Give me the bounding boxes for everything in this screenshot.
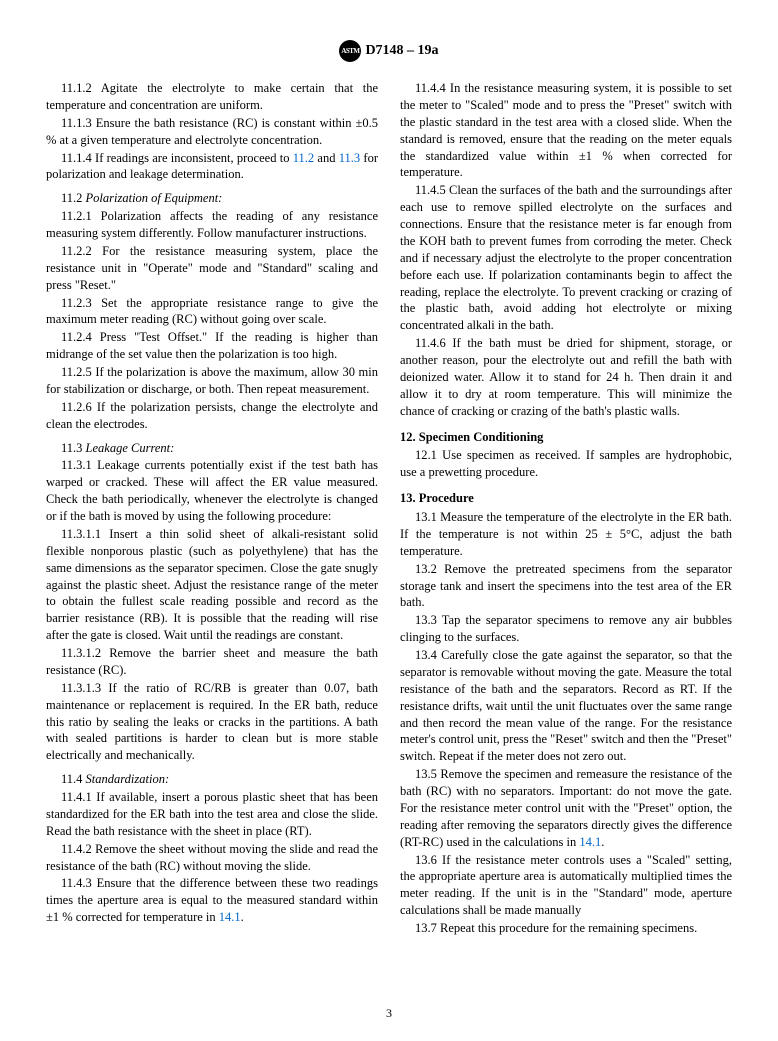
para-11-2-3: 11.2.3 Set the appropriate resistance ra… xyxy=(46,295,378,329)
para-11-3-1: 11.3.1 Leakage currents potentially exis… xyxy=(46,457,378,525)
para-11-2-2: 11.2.2 For the resistance measuring syst… xyxy=(46,243,378,294)
designation: D7148 – 19a xyxy=(365,43,438,58)
para-11-1-2: 11.1.2 Agitate the electrolyte to make c… xyxy=(46,80,378,114)
link-14-1a[interactable]: 14.1 xyxy=(219,910,241,924)
body-columns: 11.1.2 Agitate the electrolyte to make c… xyxy=(46,80,732,937)
link-11-3[interactable]: 11.3 xyxy=(339,151,360,165)
text: 13.5 Remove the specimen and remeasure t… xyxy=(400,767,732,849)
para-11-2-1: 11.2.1 Polarization affects the reading … xyxy=(46,208,378,242)
subhead-11-4: 11.4 Standardization: xyxy=(46,771,378,788)
para-13-6: 13.6 If the resistance meter controls us… xyxy=(400,852,732,920)
subhead-11-3: 11.3 Leakage Current: xyxy=(46,440,378,457)
text: 11.4.3 Ensure that the difference betwee… xyxy=(46,876,378,924)
section-head-12: 12. Specimen Conditioning xyxy=(400,429,732,446)
para-11-3-1-3: 11.3.1.3 If the ratio of RC/RB is greate… xyxy=(46,680,378,764)
subhead-title: Standardization: xyxy=(86,772,170,786)
link-14-1b[interactable]: 14.1 xyxy=(579,835,601,849)
para-11-3-1-1: 11.3.1.1 Insert a thin solid sheet of al… xyxy=(46,526,378,644)
section-13-head: 13. Procedure 13.1 Measure the temperatu… xyxy=(400,490,732,560)
para-11-1-3: 11.1.3 Ensure the bath resistance (RC) i… xyxy=(46,115,378,149)
page: ASTM D7148 – 19a 11.1.2 Agitate the elect… xyxy=(0,0,778,1041)
para-11-4-3: 11.4.3 Ensure that the difference betwee… xyxy=(46,875,378,926)
section-12: 12. Specimen Conditioning 12.1 Use speci… xyxy=(400,429,732,482)
link-11-2[interactable]: 11.2 xyxy=(293,151,314,165)
text: . xyxy=(601,835,604,849)
para-11-4-5: 11.4.5 Clean the surfaces of the bath an… xyxy=(400,182,732,334)
para-11-1-4: 11.1.4 If readings are inconsistent, pro… xyxy=(46,150,378,184)
para-13-5: 13.5 Remove the specimen and remeasure t… xyxy=(400,766,732,850)
para-11-4-2: 11.4.2 Remove the sheet without moving t… xyxy=(46,841,378,875)
subhead-title: Polarization of Equipment: xyxy=(86,191,223,205)
astm-logo-icon: ASTM xyxy=(339,40,361,62)
para-13-4: 13.4 Carefully close the gate against th… xyxy=(400,647,732,765)
header: ASTM D7148 – 19a xyxy=(46,40,732,62)
para-13-3: 13.3 Tap the separator specimens to remo… xyxy=(400,612,732,646)
para-11-2-6: 11.2.6 If the polarization persists, cha… xyxy=(46,399,378,433)
text: 11.1.4 If readings are inconsistent, pro… xyxy=(61,151,293,165)
subhead-number: 11.4 xyxy=(61,772,86,786)
para-13-2: 13.2 Remove the pretreated specimens fro… xyxy=(400,561,732,612)
text: . xyxy=(241,910,244,924)
section-head-13: 13. Procedure xyxy=(400,490,732,507)
para-11-4-1: 11.4.1 If available, insert a porous pla… xyxy=(46,789,378,840)
para-11-2-5: 11.2.5 If the polarization is above the … xyxy=(46,364,378,398)
subhead-number: 11.2 xyxy=(61,191,86,205)
para-11-3-1-2: 11.3.1.2 Remove the barrier sheet and me… xyxy=(46,645,378,679)
para-11-4-4: 11.4.4 In the resistance measuring syste… xyxy=(400,80,732,181)
subhead-11-2: 11.2 Polarization of Equipment: xyxy=(46,190,378,207)
page-number: 3 xyxy=(0,1005,778,1021)
para-11-4-6: 11.4.6 If the bath must be dried for shi… xyxy=(400,335,732,419)
para-12-1: 12.1 Use specimen as received. If sample… xyxy=(400,447,732,481)
subhead-title: Leakage Current: xyxy=(86,441,175,455)
para-11-2-4: 11.2.4 Press "Test Offset." If the readi… xyxy=(46,329,378,363)
para-13-7: 13.7 Repeat this procedure for the remai… xyxy=(400,920,732,937)
para-13-1: 13.1 Measure the temperature of the elec… xyxy=(400,509,732,560)
subhead-number: 11.3 xyxy=(61,441,86,455)
text: and xyxy=(314,151,339,165)
